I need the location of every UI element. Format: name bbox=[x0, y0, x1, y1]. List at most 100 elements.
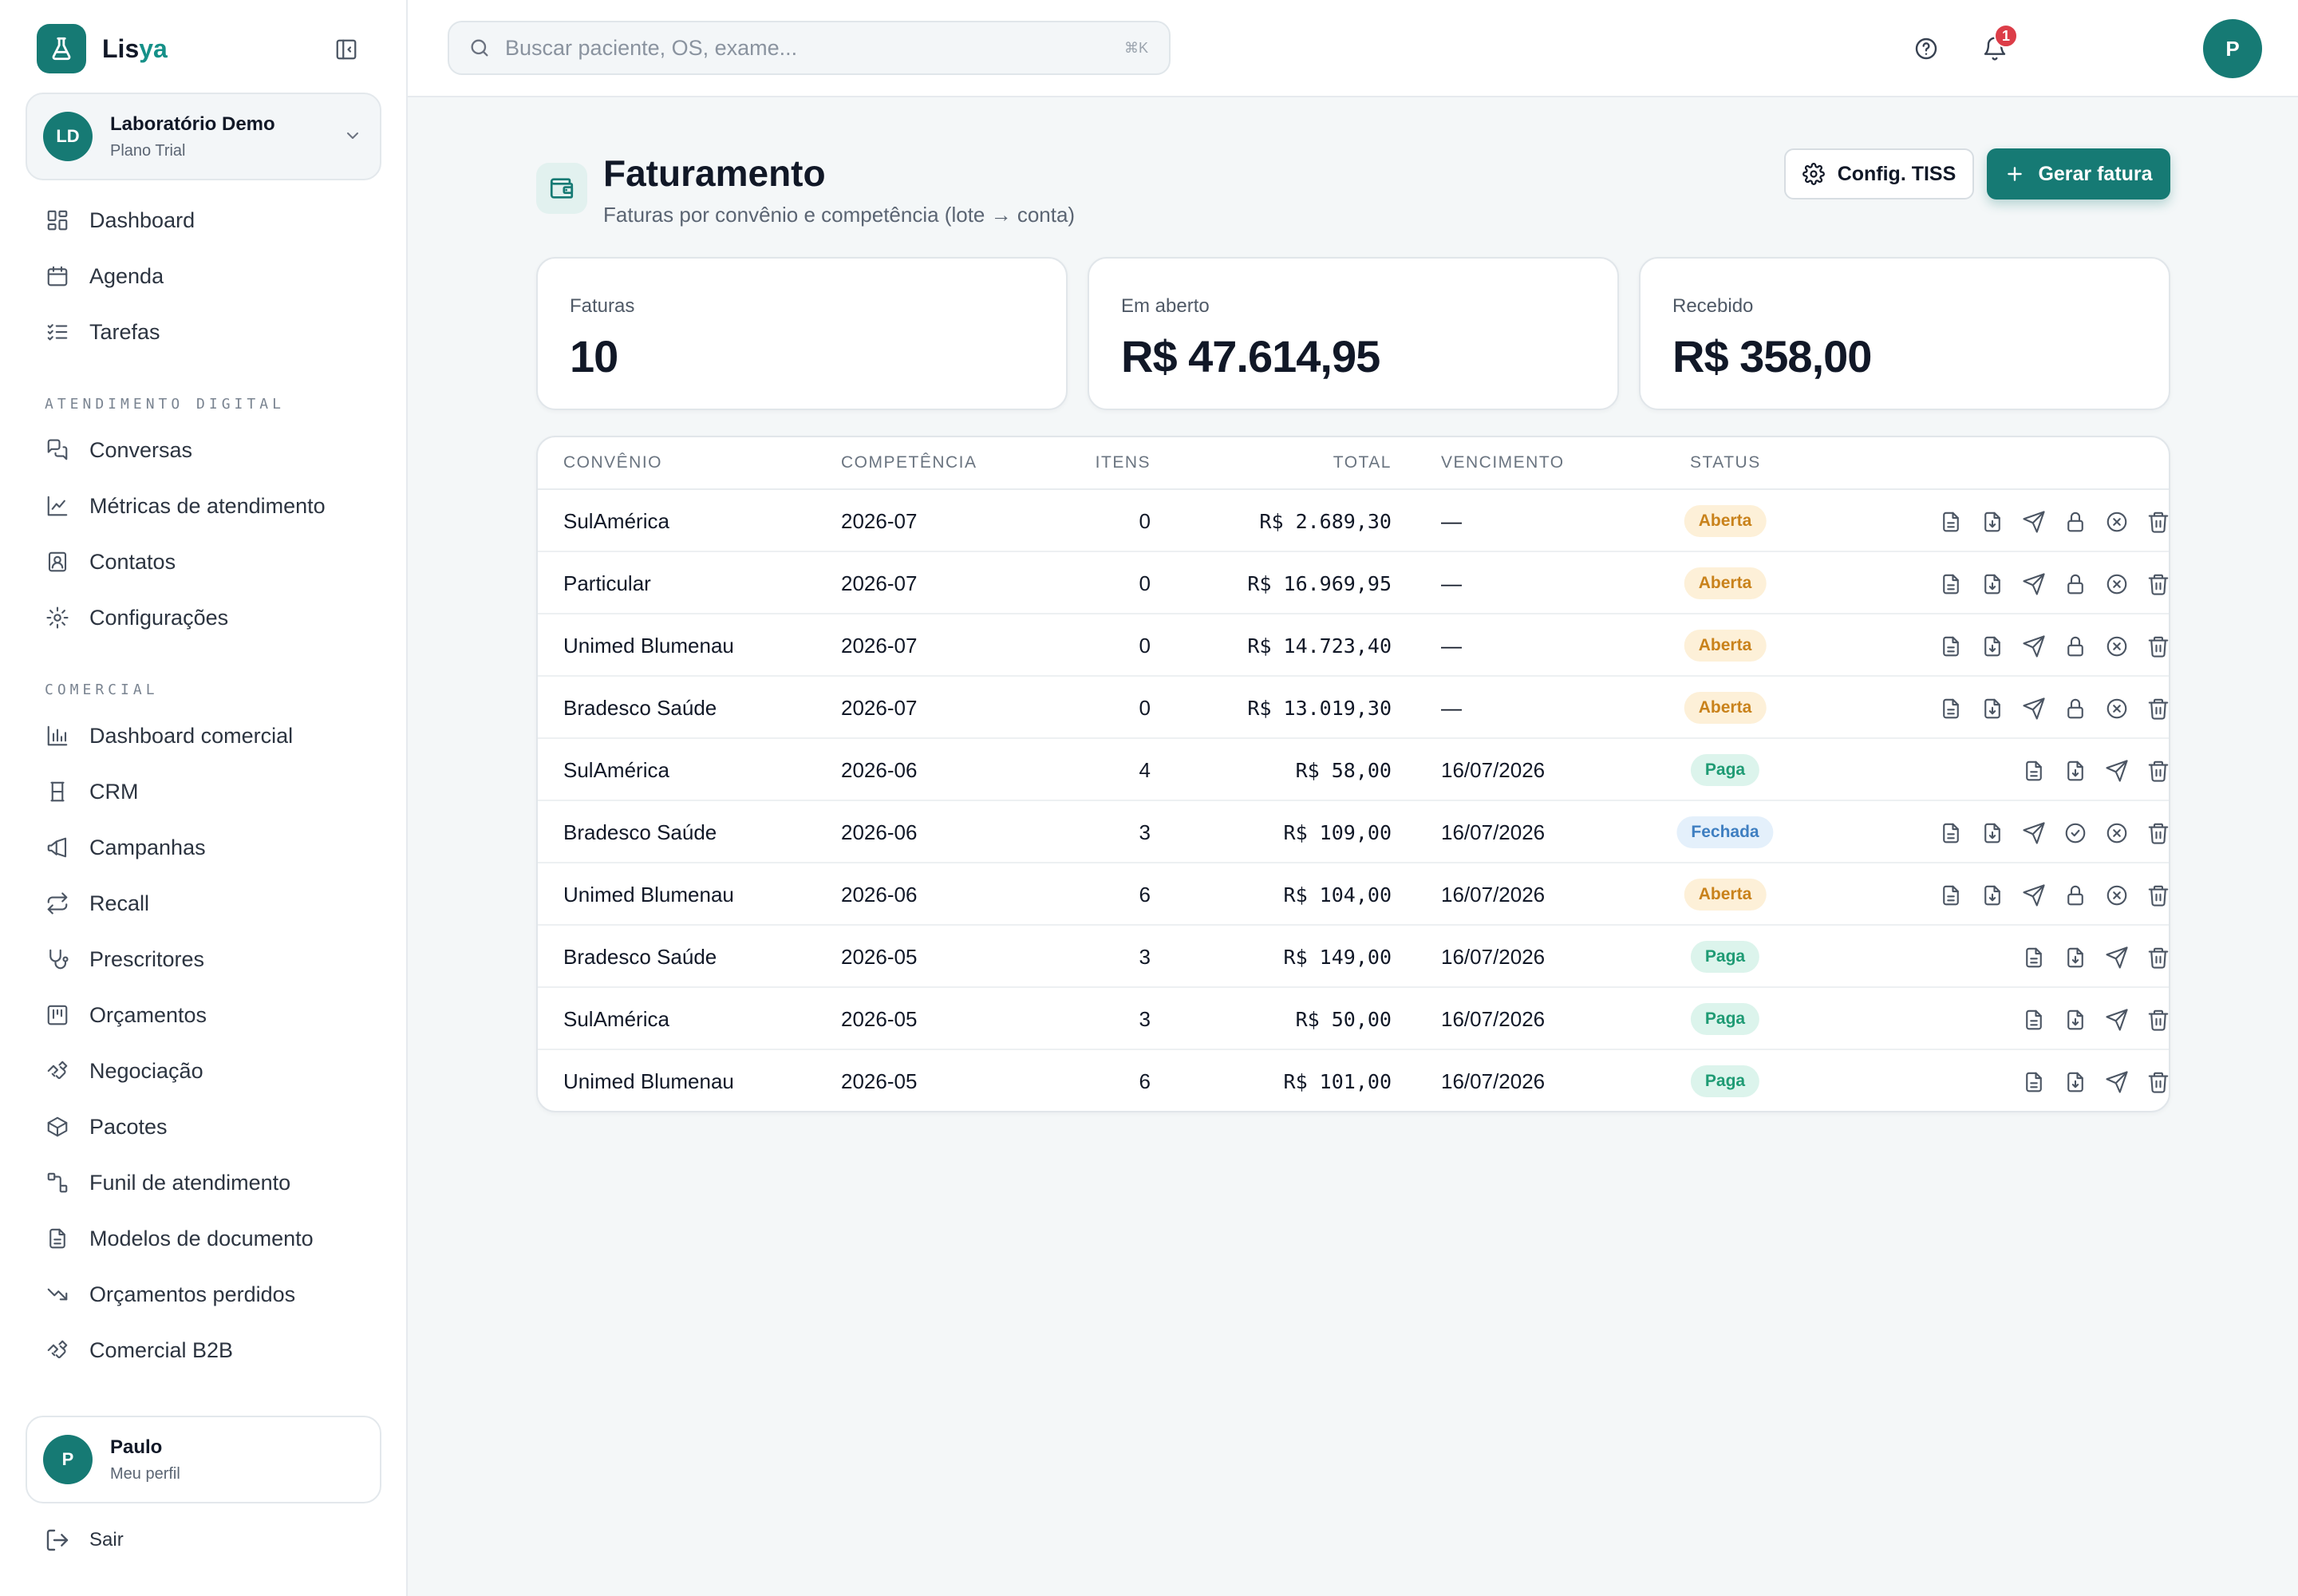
lock-icon[interactable] bbox=[2063, 634, 2088, 659]
sidebar-item-campanhas[interactable]: Campanhas bbox=[26, 820, 381, 875]
lock-icon[interactable] bbox=[2063, 696, 2088, 721]
column-header-total[interactable]: TOTAL bbox=[1333, 453, 1392, 472]
table-row[interactable]: Bradesco Saúde 2026-05 3 R$ 149,00 16/07/202… bbox=[538, 926, 2169, 988]
table-row[interactable]: SulAmérica 2026-06 4 R$ 58,00 16/07/2026 Paga bbox=[538, 739, 2169, 801]
send-icon[interactable] bbox=[2104, 1069, 2130, 1095]
profile-card[interactable]: P Paulo Meu perfil bbox=[26, 1416, 381, 1503]
column-header-convenio[interactable]: CONVÊNIO bbox=[563, 453, 663, 472]
sidebar-item-metricas-de-atendimento[interactable]: Métricas de atendimento bbox=[26, 478, 381, 534]
check-circle-icon[interactable] bbox=[2063, 820, 2088, 846]
lock-icon[interactable] bbox=[2063, 509, 2088, 535]
column-header-vencimento[interactable]: VENCIMENTO bbox=[1441, 453, 1565, 472]
sidebar-item-orcamentos-perdidos[interactable]: Orçamentos perdidos bbox=[26, 1266, 381, 1322]
search-bar[interactable]: ⌘K bbox=[448, 21, 1171, 75]
download-file-icon[interactable] bbox=[1980, 634, 2005, 659]
table-row[interactable]: SulAmérica 2026-05 3 R$ 50,00 16/07/2026 Paga bbox=[538, 988, 2169, 1050]
send-icon[interactable] bbox=[2104, 945, 2130, 970]
file-icon[interactable] bbox=[2021, 1007, 2047, 1033]
sidebar-item-conversas[interactable]: Conversas bbox=[26, 422, 381, 478]
cancel-circle-icon[interactable] bbox=[2104, 571, 2130, 597]
send-icon[interactable] bbox=[2104, 1007, 2130, 1033]
download-file-icon[interactable] bbox=[1980, 571, 2005, 597]
sidebar-item-crm[interactable]: CRM bbox=[26, 764, 381, 820]
sidebar-item-dashboard-comercial[interactable]: Dashboard comercial bbox=[26, 708, 381, 764]
download-file-icon[interactable] bbox=[2063, 758, 2088, 784]
file-icon[interactable] bbox=[1938, 571, 1964, 597]
sidebar-item-prescritores[interactable]: Prescritores bbox=[26, 931, 381, 987]
cancel-circle-icon[interactable] bbox=[2104, 634, 2130, 659]
column-header-itens[interactable]: ITENS bbox=[1095, 453, 1151, 472]
trash-icon[interactable] bbox=[2146, 1007, 2169, 1033]
sidebar-item-configuracoes[interactable]: Configurações bbox=[26, 590, 381, 646]
sidebar-item-funil-de-atendimento[interactable]: Funil de atendimento bbox=[26, 1155, 381, 1211]
lock-icon[interactable] bbox=[2063, 571, 2088, 597]
cell-convenio: SulAmérica bbox=[563, 509, 669, 533]
file-icon[interactable] bbox=[2021, 758, 2047, 784]
file-icon[interactable] bbox=[1938, 883, 1964, 908]
download-file-icon[interactable] bbox=[2063, 1069, 2088, 1095]
bell-icon[interactable]: 1 bbox=[1976, 24, 2018, 67]
table-row[interactable]: Unimed Blumenau 2026-06 6 R$ 104,00 16/07/20… bbox=[538, 863, 2169, 926]
sidebar-item-agenda[interactable]: Agenda bbox=[26, 248, 381, 304]
table-row[interactable]: Unimed Blumenau 2026-05 6 R$ 101,00 16/07/20… bbox=[538, 1050, 2169, 1111]
trash-icon[interactable] bbox=[2146, 883, 2169, 908]
table-row[interactable]: Bradesco Saúde 2026-07 0 R$ 13.019,30 — Abert… bbox=[538, 677, 2169, 739]
generate-invoice-button[interactable]: Gerar fatura bbox=[1987, 148, 2170, 200]
send-icon[interactable] bbox=[2021, 696, 2047, 721]
collapse-sidebar-icon[interactable] bbox=[330, 35, 362, 64]
column-header-status[interactable]: STATUS bbox=[1690, 453, 1761, 472]
cancel-circle-icon[interactable] bbox=[2104, 883, 2130, 908]
download-file-icon[interactable] bbox=[1980, 509, 2005, 535]
cancel-circle-icon[interactable] bbox=[2104, 820, 2130, 846]
send-icon[interactable] bbox=[2104, 758, 2130, 784]
file-icon[interactable] bbox=[1938, 634, 1964, 659]
download-file-icon[interactable] bbox=[1980, 820, 2005, 846]
cancel-circle-icon[interactable] bbox=[2104, 509, 2130, 535]
trash-icon[interactable] bbox=[2146, 509, 2169, 535]
trash-icon[interactable] bbox=[2146, 571, 2169, 597]
file-icon[interactable] bbox=[1938, 696, 1964, 721]
trash-icon[interactable] bbox=[2146, 945, 2169, 970]
sidebar-item-negociacao[interactable]: Negociação bbox=[26, 1043, 381, 1099]
sidebar-item-modelos-de-documento[interactable]: Modelos de documento bbox=[26, 1211, 381, 1266]
sidebar-item-recall[interactable]: Recall bbox=[26, 875, 381, 931]
table-row[interactable]: Bradesco Saúde 2026-06 3 R$ 109,00 16/07/202… bbox=[538, 801, 2169, 863]
send-icon[interactable] bbox=[2021, 820, 2047, 846]
download-file-icon[interactable] bbox=[2063, 1007, 2088, 1033]
org-switcher[interactable]: LD Laboratório Demo Plano Trial bbox=[26, 93, 381, 180]
sidebar-item-dashboard[interactable]: Dashboard bbox=[26, 192, 381, 248]
file-icon[interactable] bbox=[1938, 509, 1964, 535]
sidebar-item-tarefas[interactable]: Tarefas bbox=[26, 304, 381, 360]
sidebar-item-orcamentos[interactable]: Orçamentos bbox=[26, 987, 381, 1043]
send-icon[interactable] bbox=[2021, 571, 2047, 597]
file-icon[interactable] bbox=[2021, 1069, 2047, 1095]
sidebar-item-contatos[interactable]: Contatos bbox=[26, 534, 381, 590]
download-file-icon[interactable] bbox=[2063, 945, 2088, 970]
help-icon[interactable] bbox=[1908, 30, 1945, 67]
file-icon[interactable] bbox=[1938, 820, 1964, 846]
file-icon[interactable] bbox=[2021, 945, 2047, 970]
trash-icon[interactable] bbox=[2146, 1069, 2169, 1095]
table-row[interactable]: Unimed Blumenau 2026-07 0 R$ 14.723,40 — Aber… bbox=[538, 614, 2169, 677]
config-tiss-button[interactable]: Config. TISS bbox=[1784, 148, 1974, 200]
column-header-competencia[interactable]: COMPETÊNCIA bbox=[841, 453, 977, 472]
table-row[interactable]: Particular 2026-07 0 R$ 16.969,95 — Aberta bbox=[538, 552, 2169, 614]
trash-icon[interactable] bbox=[2146, 634, 2169, 659]
trash-icon[interactable] bbox=[2146, 820, 2169, 846]
search-input[interactable] bbox=[505, 35, 1064, 61]
table-row[interactable]: SulAmérica 2026-07 0 R$ 2.689,30 — Aberta bbox=[538, 490, 2169, 552]
trash-icon[interactable] bbox=[2146, 758, 2169, 784]
lock-icon[interactable] bbox=[2063, 883, 2088, 908]
download-file-icon[interactable] bbox=[1980, 883, 2005, 908]
send-icon[interactable] bbox=[2021, 883, 2047, 908]
send-icon[interactable] bbox=[2021, 634, 2047, 659]
sidebar-item-pacotes[interactable]: Pacotes bbox=[26, 1099, 381, 1155]
send-icon[interactable] bbox=[2021, 509, 2047, 535]
user-avatar[interactable]: P bbox=[2203, 19, 2262, 78]
logout-button[interactable]: Sair bbox=[45, 1527, 124, 1553]
download-file-icon[interactable] bbox=[1980, 696, 2005, 721]
brand[interactable]: Lisya bbox=[37, 24, 168, 73]
trash-icon[interactable] bbox=[2146, 696, 2169, 721]
cancel-circle-icon[interactable] bbox=[2104, 696, 2130, 721]
sidebar-item-comercial-b2b[interactable]: Comercial B2B bbox=[26, 1322, 381, 1378]
